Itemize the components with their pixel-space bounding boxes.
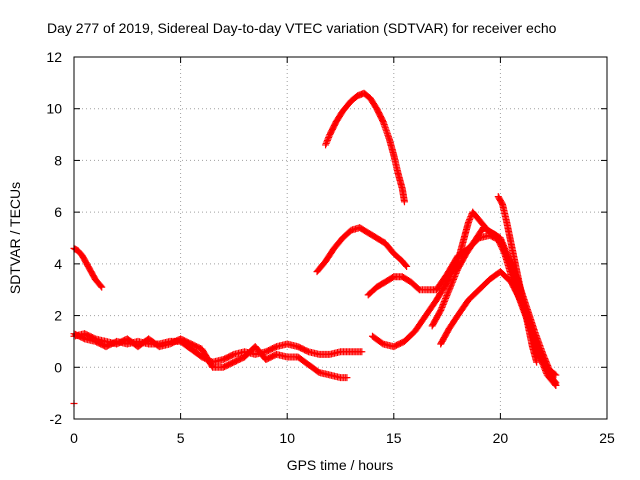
data-point (453, 268, 461, 276)
data-point (506, 258, 514, 266)
data-point (442, 295, 450, 303)
data-point (437, 306, 445, 314)
data-point (440, 298, 448, 306)
data-point (443, 290, 451, 298)
series-low-scatter-b (70, 330, 351, 382)
y-tick-label: 12 (46, 49, 62, 65)
data-point (97, 282, 105, 290)
data-point (343, 374, 351, 382)
data-point (325, 134, 333, 142)
x-axis-label: GPS time / hours (287, 457, 394, 473)
data-point (466, 214, 474, 222)
y-tick-label: -2 (50, 411, 63, 427)
data-point (322, 141, 330, 149)
data-point (441, 296, 449, 304)
y-tick-label: 8 (54, 152, 62, 168)
data-point (323, 136, 331, 144)
data-point (497, 235, 505, 243)
data-point (499, 240, 507, 248)
data-point (496, 234, 504, 242)
data-point (450, 274, 458, 282)
data-point (98, 283, 106, 291)
x-tick-label: 0 (70, 430, 78, 446)
data-point (444, 289, 452, 297)
data-point (466, 216, 474, 224)
data-point (552, 381, 560, 389)
data-point (505, 255, 513, 263)
data-point (442, 293, 450, 301)
data-point (446, 283, 454, 291)
series-peak-arc (322, 89, 408, 206)
data-point (324, 135, 332, 143)
chart-title: Day 277 of 2019, Sidereal Day-to-day VTE… (47, 20, 557, 36)
y-tick-label: 10 (46, 101, 62, 117)
data-point (400, 198, 408, 206)
data-point (499, 241, 507, 249)
data-point (323, 138, 331, 146)
series-low-scatter (70, 330, 366, 366)
data-point (439, 302, 447, 310)
data-point (402, 261, 410, 269)
x-tick-label: 25 (599, 430, 615, 446)
data-point (445, 287, 453, 295)
y-tick-label: 0 (54, 359, 62, 375)
data-point (438, 303, 446, 311)
data-point (403, 262, 411, 270)
data-point (504, 253, 512, 261)
data-point (498, 237, 506, 245)
series-rise-fall-2 (368, 208, 560, 389)
data-point (449, 277, 457, 285)
data-point (507, 261, 515, 269)
data-point (533, 358, 541, 366)
data-point (551, 370, 559, 378)
data-point (322, 139, 330, 147)
series-late-spike (494, 193, 541, 366)
data-point (451, 271, 459, 279)
data-point (502, 249, 510, 257)
data-point (464, 218, 472, 226)
y-tick-label: 6 (54, 204, 62, 220)
data-point (465, 217, 473, 225)
data-point (440, 299, 448, 307)
data-point (446, 284, 454, 292)
plot-frame (73, 56, 608, 420)
data-point (503, 250, 511, 258)
data-point (504, 252, 512, 260)
series-early-decay (70, 244, 106, 291)
data-point (358, 348, 366, 356)
data-point (507, 259, 515, 267)
data-point (449, 275, 457, 283)
data-point (445, 286, 453, 294)
data-point (500, 243, 508, 251)
x-tick-label: 5 (177, 430, 185, 446)
data-point (448, 280, 456, 288)
data-point (452, 269, 460, 277)
x-tick-label: 20 (493, 430, 509, 446)
data-point (501, 246, 509, 254)
data-point (451, 272, 459, 280)
data-point (437, 305, 445, 313)
y-axis-label: SDTVAR / TECUs (7, 182, 23, 294)
data-point (502, 247, 510, 255)
data-point (439, 300, 447, 308)
x-tick-label: 15 (386, 430, 402, 446)
x-tick-label: 10 (279, 430, 295, 446)
data-point (443, 292, 451, 300)
y-tick-label: 4 (54, 256, 62, 272)
y-tick-label: 2 (54, 308, 62, 324)
data-point (551, 380, 559, 388)
data-points (70, 89, 560, 407)
data-point (501, 244, 509, 252)
series-rise-fall-4 (437, 268, 560, 389)
data-point (498, 238, 506, 246)
series-mid-arc (313, 224, 411, 276)
data-point (506, 256, 514, 264)
data-point (447, 281, 455, 289)
data-point (448, 278, 456, 286)
